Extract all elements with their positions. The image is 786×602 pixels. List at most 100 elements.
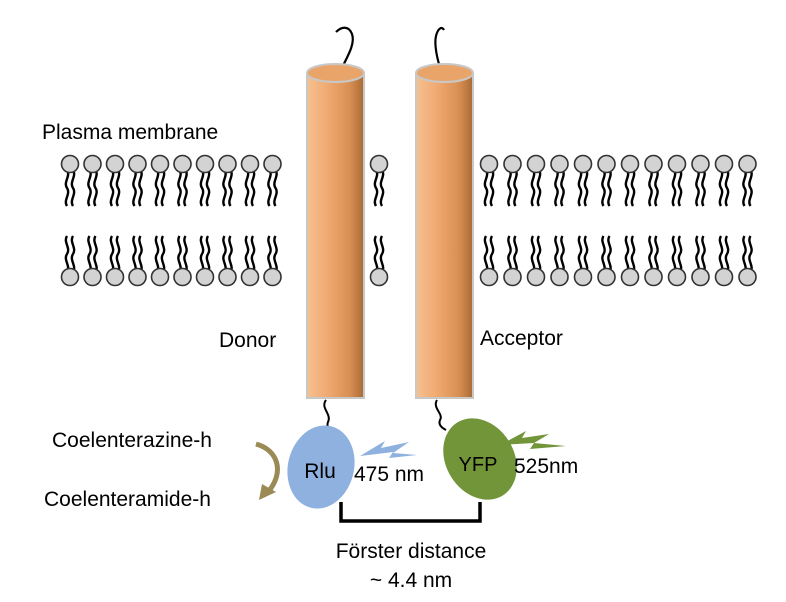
lipid-tail [554, 235, 559, 273]
lipid-head [667, 267, 687, 287]
lipid-tail [648, 235, 653, 273]
lipid-tail [724, 235, 730, 273]
lipid-head [738, 267, 757, 287]
lipid-head [240, 154, 260, 174]
lipid-head [691, 267, 710, 287]
lipid-tail [701, 169, 706, 207]
lipid-tail [654, 235, 659, 273]
lipid-head [369, 267, 389, 287]
lipid-tail [601, 235, 606, 273]
lipid-tail [630, 235, 636, 273]
lipid-head [550, 267, 569, 287]
lipid-head [550, 154, 569, 174]
plasma-membrane-bilayer [60, 154, 757, 287]
lipid-tail [671, 235, 677, 273]
lipid-tail [677, 235, 683, 273]
lipid-tail [373, 235, 379, 273]
lipid-tail [154, 235, 160, 273]
lipid-tail [160, 169, 166, 207]
lipid-head [644, 267, 663, 287]
lipid-head [150, 154, 170, 174]
lipid-tail [273, 169, 278, 207]
lipid-head [218, 154, 237, 174]
lipid-head [714, 154, 734, 174]
lipid-tail [530, 235, 536, 273]
lipid-tail [222, 235, 227, 273]
lipid-head [83, 267, 102, 287]
lipid-head [573, 267, 593, 287]
donor-cylinder-body [306, 72, 365, 399]
lipid-tail [677, 169, 683, 207]
lipid-tail [205, 235, 211, 273]
product-label: Coelenteramide-h [44, 488, 211, 511]
lipid-head [195, 267, 215, 287]
lipid-tail [577, 235, 583, 273]
lipid-head [714, 267, 734, 287]
lipid-head [263, 267, 282, 287]
lipid-tail [199, 235, 205, 273]
lipid-tail [177, 169, 182, 207]
lipid-tail [607, 169, 612, 207]
lipid-tail [132, 235, 137, 273]
lipid-tail [87, 235, 92, 273]
lipid-head [60, 154, 80, 174]
lipid-head [526, 267, 546, 287]
lipid-tail [530, 169, 536, 207]
lipid-tail [93, 235, 98, 273]
lipid-head [218, 267, 237, 287]
lipid-tail [560, 235, 565, 273]
lipid-tail [483, 235, 489, 273]
lipid-head [503, 267, 522, 287]
lipid-tail [244, 169, 250, 207]
acceptor-cylinder-top [415, 63, 474, 83]
lipid-tail [513, 169, 518, 207]
rlu-emission-label: 475 nm [354, 463, 424, 486]
lipid-tail [695, 235, 700, 273]
lipid-tail [109, 169, 115, 207]
lipid-tail [742, 235, 747, 273]
lipid-head [128, 154, 147, 174]
lipid-tail [199, 169, 205, 207]
lipid-tail [701, 235, 706, 273]
lipid-head [173, 267, 192, 287]
lipid-tail [250, 169, 256, 207]
lipid-tail [583, 235, 589, 273]
lipid-tail [160, 235, 166, 273]
lipid-head [369, 154, 389, 174]
lipid-tail [138, 169, 143, 207]
yfp-ellipse [443, 418, 517, 500]
lipid-tail [87, 169, 92, 207]
forster-distance-value: ~ 4.4 nm [370, 569, 452, 592]
donor-label: Donor [219, 329, 276, 352]
lipid-tail [536, 169, 542, 207]
rlu-ellipse [287, 425, 355, 509]
lipid-tail [177, 235, 182, 273]
lipid-head [479, 154, 499, 174]
yfp-label: YFP [459, 454, 498, 476]
lipid-tail [654, 169, 659, 207]
lipid-tail [577, 169, 583, 207]
lipid-tail [536, 235, 542, 273]
lipid-tail [183, 235, 188, 273]
yfp-emission-label: 525nm [514, 455, 578, 478]
lipid-tail [70, 235, 76, 273]
lipid-head [128, 267, 147, 287]
lipid-tail [244, 235, 250, 273]
lipid-head [526, 154, 546, 174]
lipid-head [573, 154, 593, 174]
lipid-tail [138, 235, 143, 273]
lipid-tail [115, 235, 121, 273]
lipid-tail [64, 169, 70, 207]
reaction-arrow-head [259, 484, 276, 500]
donor-n-terminus-tail [335, 26, 354, 77]
lipid-tail [183, 169, 188, 207]
yfp-emission-arrow [500, 431, 566, 449]
lipid-tail [489, 235, 495, 273]
lipid-tail [630, 169, 636, 207]
lipid-head [503, 154, 522, 174]
acceptor-label: Acceptor [480, 327, 563, 350]
acceptor-linker [434, 399, 447, 431]
donor-cylinder [306, 26, 365, 433]
forster-distance-title: Förster distance [336, 540, 487, 563]
lipid-tail [132, 169, 137, 207]
